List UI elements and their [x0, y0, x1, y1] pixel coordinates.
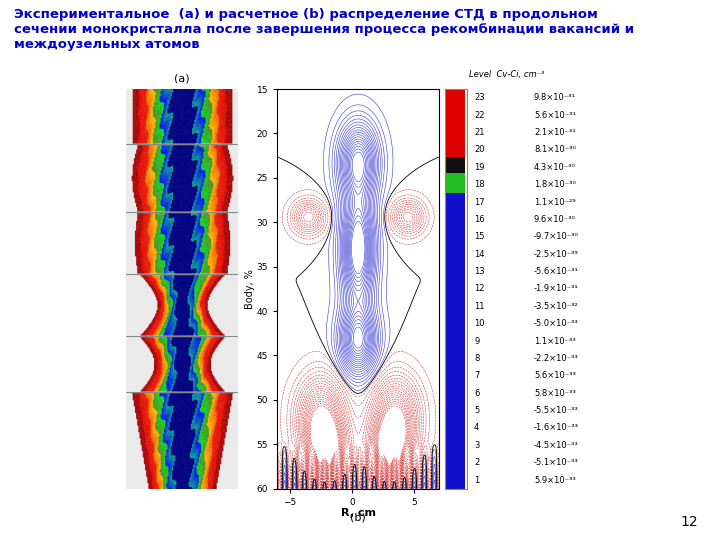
Text: 5.6×10⁻³¹: 5.6×10⁻³¹	[534, 111, 576, 120]
Text: 5: 5	[474, 406, 480, 415]
Text: 4: 4	[474, 423, 480, 433]
Y-axis label: Body, %: Body, %	[246, 269, 256, 309]
Text: 23: 23	[474, 93, 485, 102]
Text: (b): (b)	[351, 512, 366, 523]
Text: -2.2×10⁻³³: -2.2×10⁻³³	[534, 354, 579, 363]
Text: 3: 3	[474, 441, 480, 450]
Text: Level  Cv-Ci, cm⁻³: Level Cv-Ci, cm⁻³	[469, 70, 545, 79]
Bar	[446, 173, 465, 193]
Bar	[446, 193, 465, 489]
Text: 12: 12	[474, 285, 485, 293]
Text: 2: 2	[474, 458, 480, 467]
Text: -5.6×10⁻³¹: -5.6×10⁻³¹	[534, 267, 579, 276]
Bar	[446, 89, 465, 141]
Text: -9.7×10⁻³⁰: -9.7×10⁻³⁰	[534, 232, 579, 241]
Text: -2.5×10⁻³⁹: -2.5×10⁻³⁹	[534, 249, 579, 259]
Text: -5.5×10⁻³³: -5.5×10⁻³³	[534, 406, 579, 415]
Text: 17: 17	[474, 198, 485, 206]
Text: 11: 11	[474, 302, 485, 311]
Text: 5.6×10⁻³³: 5.6×10⁻³³	[534, 372, 576, 380]
Text: (а): (а)	[174, 73, 189, 83]
Text: 5.9×10⁻³³: 5.9×10⁻³³	[534, 476, 576, 484]
Text: 9.6×10⁻³⁰: 9.6×10⁻³⁰	[534, 215, 576, 224]
Text: -3.5×10⁻³²: -3.5×10⁻³²	[534, 302, 579, 311]
Text: -5.1×10⁻³³: -5.1×10⁻³³	[534, 458, 579, 467]
Bar	[446, 141, 465, 157]
Text: 20: 20	[474, 145, 485, 154]
Text: 7: 7	[474, 372, 480, 380]
Text: 21: 21	[474, 128, 485, 137]
Text: -4.5×10⁻³³: -4.5×10⁻³³	[534, 441, 579, 450]
Text: 19: 19	[474, 163, 485, 172]
Text: 1: 1	[474, 476, 480, 484]
Text: 9: 9	[474, 336, 480, 346]
Text: 2.1×10⁻³¹: 2.1×10⁻³¹	[534, 128, 576, 137]
X-axis label: R, cm: R, cm	[341, 508, 376, 518]
Text: 8: 8	[474, 354, 480, 363]
Text: 6: 6	[474, 389, 480, 397]
Text: 14: 14	[474, 249, 485, 259]
Text: 1.8×10⁻³⁰: 1.8×10⁻³⁰	[534, 180, 576, 189]
Text: 5.8×10⁻³³: 5.8×10⁻³³	[534, 389, 576, 397]
Text: -1.6×10⁻³³: -1.6×10⁻³³	[534, 423, 579, 433]
Text: 15: 15	[474, 232, 485, 241]
Text: 1.1×10⁻²⁹: 1.1×10⁻²⁹	[534, 198, 575, 206]
Text: 10: 10	[474, 319, 485, 328]
Text: 8.1×10⁻³⁰: 8.1×10⁻³⁰	[534, 145, 576, 154]
Text: -5.0×10⁻³³: -5.0×10⁻³³	[534, 319, 579, 328]
Text: 9.8×10⁻³¹: 9.8×10⁻³¹	[534, 93, 576, 102]
Text: 22: 22	[474, 111, 485, 120]
Text: -1.9×10⁻³¹: -1.9×10⁻³¹	[534, 285, 579, 293]
Text: Экспериментальное  (а) и расчетное (b) распределение СТД в продольном
сечении мо: Экспериментальное (а) и расчетное (b) ра…	[14, 8, 634, 51]
Text: 12: 12	[681, 515, 698, 529]
Bar	[446, 157, 465, 173]
Text: 1.1×10⁻³³: 1.1×10⁻³³	[534, 336, 576, 346]
Text: 18: 18	[474, 180, 485, 189]
Text: 4.3×10⁻³⁰: 4.3×10⁻³⁰	[534, 163, 576, 172]
Text: 16: 16	[474, 215, 485, 224]
Text: 13: 13	[474, 267, 485, 276]
